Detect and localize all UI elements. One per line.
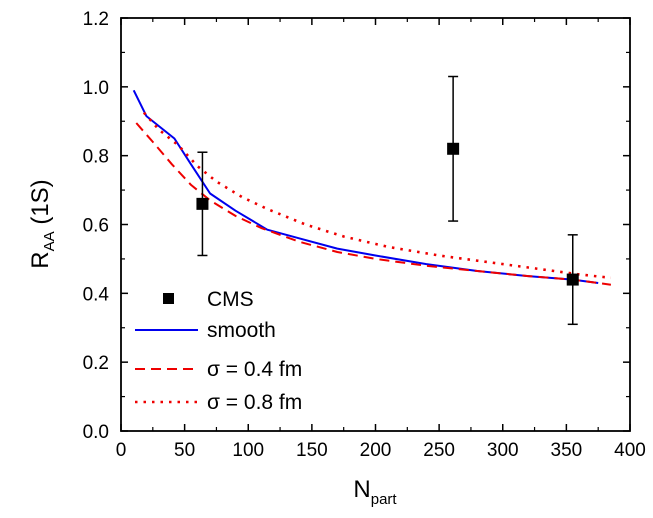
- legend-label-sigma-04: σ = 0.4 fm: [207, 358, 302, 381]
- series-layer: [132, 89, 612, 286]
- y-tick-label: 0.4: [83, 284, 110, 305]
- x-tick-label: 150: [296, 440, 328, 461]
- legend-label-sigma-08: σ = 0.8 fm: [207, 391, 302, 414]
- cms-data-point: [447, 142, 460, 155]
- legend-marker-cms: [163, 293, 174, 304]
- legend: CMS smooth σ = 0.4 fm σ = 0.8 fm: [135, 288, 302, 414]
- y-axis-title-sub: AA: [41, 231, 58, 251]
- x-tick-label: 400: [614, 440, 646, 461]
- x-tick-label: 250: [423, 440, 455, 461]
- x-axis-title-main: N: [353, 476, 370, 503]
- cms-points-layer: [196, 75, 579, 326]
- cms-data-point: [196, 197, 209, 210]
- y-tick-label: 0.8: [83, 147, 109, 168]
- plot-frame: [120, 17, 631, 432]
- cms-data-point: [566, 273, 579, 286]
- x-axis-title-sub: part: [371, 491, 398, 508]
- x-tick-label: 350: [551, 440, 583, 461]
- series-line-2: [135, 122, 612, 286]
- x-tick-label: 300: [487, 440, 519, 461]
- y-tick-label: 0.6: [83, 216, 109, 237]
- y-tick-label: 0.0: [83, 422, 109, 443]
- y-tick-label: 0.2: [83, 353, 109, 374]
- series-line-1: [132, 89, 599, 284]
- x-tick-label: 0: [116, 440, 127, 461]
- y-tick-label: 1.2: [83, 9, 109, 30]
- x-tick-label: 100: [232, 440, 264, 461]
- y-axis-title-suffix: (1S): [27, 179, 54, 231]
- axis-ticks: 0 50 100 150 200 250 300 350 400 0.0 0.2 0.4 0.6 0.8 1…: [83, 9, 646, 461]
- y-axis-title-main: R: [27, 251, 54, 268]
- legend-label-smooth: smooth: [207, 319, 276, 342]
- legend-label-cms: CMS: [207, 288, 254, 311]
- x-tick-label: 50: [174, 440, 195, 461]
- y-tick-label: 1.0: [83, 78, 109, 99]
- y-axis-title: RAA (1S): [27, 179, 58, 268]
- x-tick-label: 200: [360, 440, 392, 461]
- x-axis-title: Npart: [353, 476, 397, 508]
